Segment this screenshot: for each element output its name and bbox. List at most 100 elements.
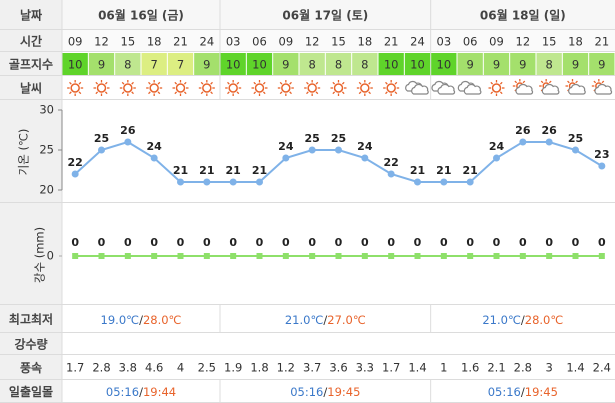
data-label: 25: [94, 132, 109, 145]
golf-cell: [431, 53, 457, 75]
golf-value: 10: [226, 58, 241, 72]
sun-ray: [69, 81, 72, 85]
sun-ray: [385, 91, 388, 95]
time-label: 09: [68, 35, 83, 49]
sun: [281, 83, 291, 93]
sun-ray: [332, 91, 336, 95]
day-header: 06월 16일 (금): [98, 8, 184, 23]
row-label: 날짜: [20, 8, 42, 23]
precipitation-point: [230, 253, 237, 259]
y-tick-label: 25: [39, 143, 54, 157]
sun-ray: [567, 80, 570, 84]
golf-cell: [246, 53, 273, 75]
y-tick-label: 30: [39, 103, 54, 117]
temperature-point: [282, 154, 290, 162]
sun-ray: [306, 81, 309, 85]
sun: [386, 83, 396, 93]
sun-ray: [394, 91, 398, 95]
temperature-point: [414, 178, 421, 186]
precipitation-point: [361, 253, 368, 259]
temperature-point: [519, 138, 527, 146]
sun-ray: [236, 91, 240, 95]
sun-ray: [315, 81, 319, 85]
precipitation-point: [546, 253, 553, 259]
golf-cell: [483, 53, 510, 75]
wind-value: 3.7: [303, 361, 321, 375]
sun-ray: [78, 91, 82, 95]
sun-ray: [95, 91, 99, 95]
temperature-point: [308, 146, 316, 154]
cloud: [541, 83, 560, 95]
wind-value: 1.6: [461, 361, 479, 375]
day-header: 06월 18일 (일): [480, 8, 566, 23]
temperature-point: [466, 178, 474, 186]
wind-value: 4: [177, 361, 184, 375]
data-label: 21: [252, 164, 267, 177]
sun-ray: [210, 81, 213, 85]
data-label: 21: [199, 164, 214, 177]
data-label: 0: [335, 236, 343, 249]
sun: [360, 83, 370, 93]
wind-value: 1.9: [224, 361, 242, 375]
y-tick-label: 20: [39, 183, 54, 197]
golf-cell: [88, 53, 115, 75]
sun-ray: [121, 81, 125, 85]
wind-value: 1.4: [408, 361, 426, 375]
precipitation-point: [414, 253, 421, 259]
wind-value: 1.7: [66, 361, 84, 375]
sun: [254, 83, 265, 93]
golf-cell: [141, 53, 167, 75]
time-label: 03: [226, 35, 241, 49]
golf-cell: [167, 53, 194, 75]
wind-value: 1: [440, 361, 447, 375]
temperature-point: [71, 170, 79, 178]
data-label: 22: [384, 156, 399, 169]
data-label: 23: [594, 148, 609, 161]
golf-cell: [378, 53, 404, 75]
golf-value: 10: [384, 58, 399, 72]
low: 19.0℃: [101, 313, 140, 327]
separator: /: [323, 313, 327, 327]
golf-cell: [62, 53, 88, 75]
minmax-text: 21.0℃/28.0℃: [482, 313, 563, 327]
data-label: 24: [278, 140, 294, 153]
minmax-text: 21.0℃/27.0℃: [285, 313, 366, 327]
sun-ray: [95, 81, 99, 85]
sun-ray: [131, 81, 134, 85]
temperature-point: [493, 154, 500, 162]
golf-value: 9: [519, 58, 526, 72]
golf-value: 9: [598, 58, 605, 72]
cloud: [437, 83, 456, 95]
precipitation-point: [98, 253, 105, 259]
data-label: 0: [387, 236, 395, 249]
golf-value: 10: [437, 58, 452, 72]
cloud: [515, 83, 534, 95]
time-label: 03: [437, 35, 452, 49]
row-label: 최고최저: [9, 312, 53, 327]
temperature-point: [203, 178, 211, 186]
golf-value: 8: [361, 58, 368, 72]
sun-ray: [341, 91, 345, 95]
axis-label: 강수 (mm): [33, 227, 47, 283]
high: 28.0℃: [143, 313, 182, 327]
row-label: 일출일몰: [9, 384, 53, 399]
sun: [333, 83, 344, 93]
time-label: 15: [331, 35, 346, 49]
sun-ray: [78, 81, 82, 85]
sun-ray: [262, 91, 266, 95]
precipitation-point: [598, 253, 605, 259]
time-label: 24: [200, 35, 215, 49]
temperature-point: [361, 154, 369, 162]
sun: [175, 83, 186, 93]
time-label: 21: [595, 35, 610, 49]
sun-ray: [289, 81, 292, 85]
sun: [123, 83, 133, 93]
wind-value: 1.8: [250, 361, 268, 375]
data-label: 24: [489, 140, 505, 153]
data-label: 21: [226, 164, 241, 177]
data-label: 0: [282, 236, 290, 249]
time-label: 15: [542, 35, 557, 49]
wind-value: 1.4: [566, 361, 584, 375]
golf-cell: [115, 53, 141, 75]
golf-value: 9: [493, 58, 500, 72]
